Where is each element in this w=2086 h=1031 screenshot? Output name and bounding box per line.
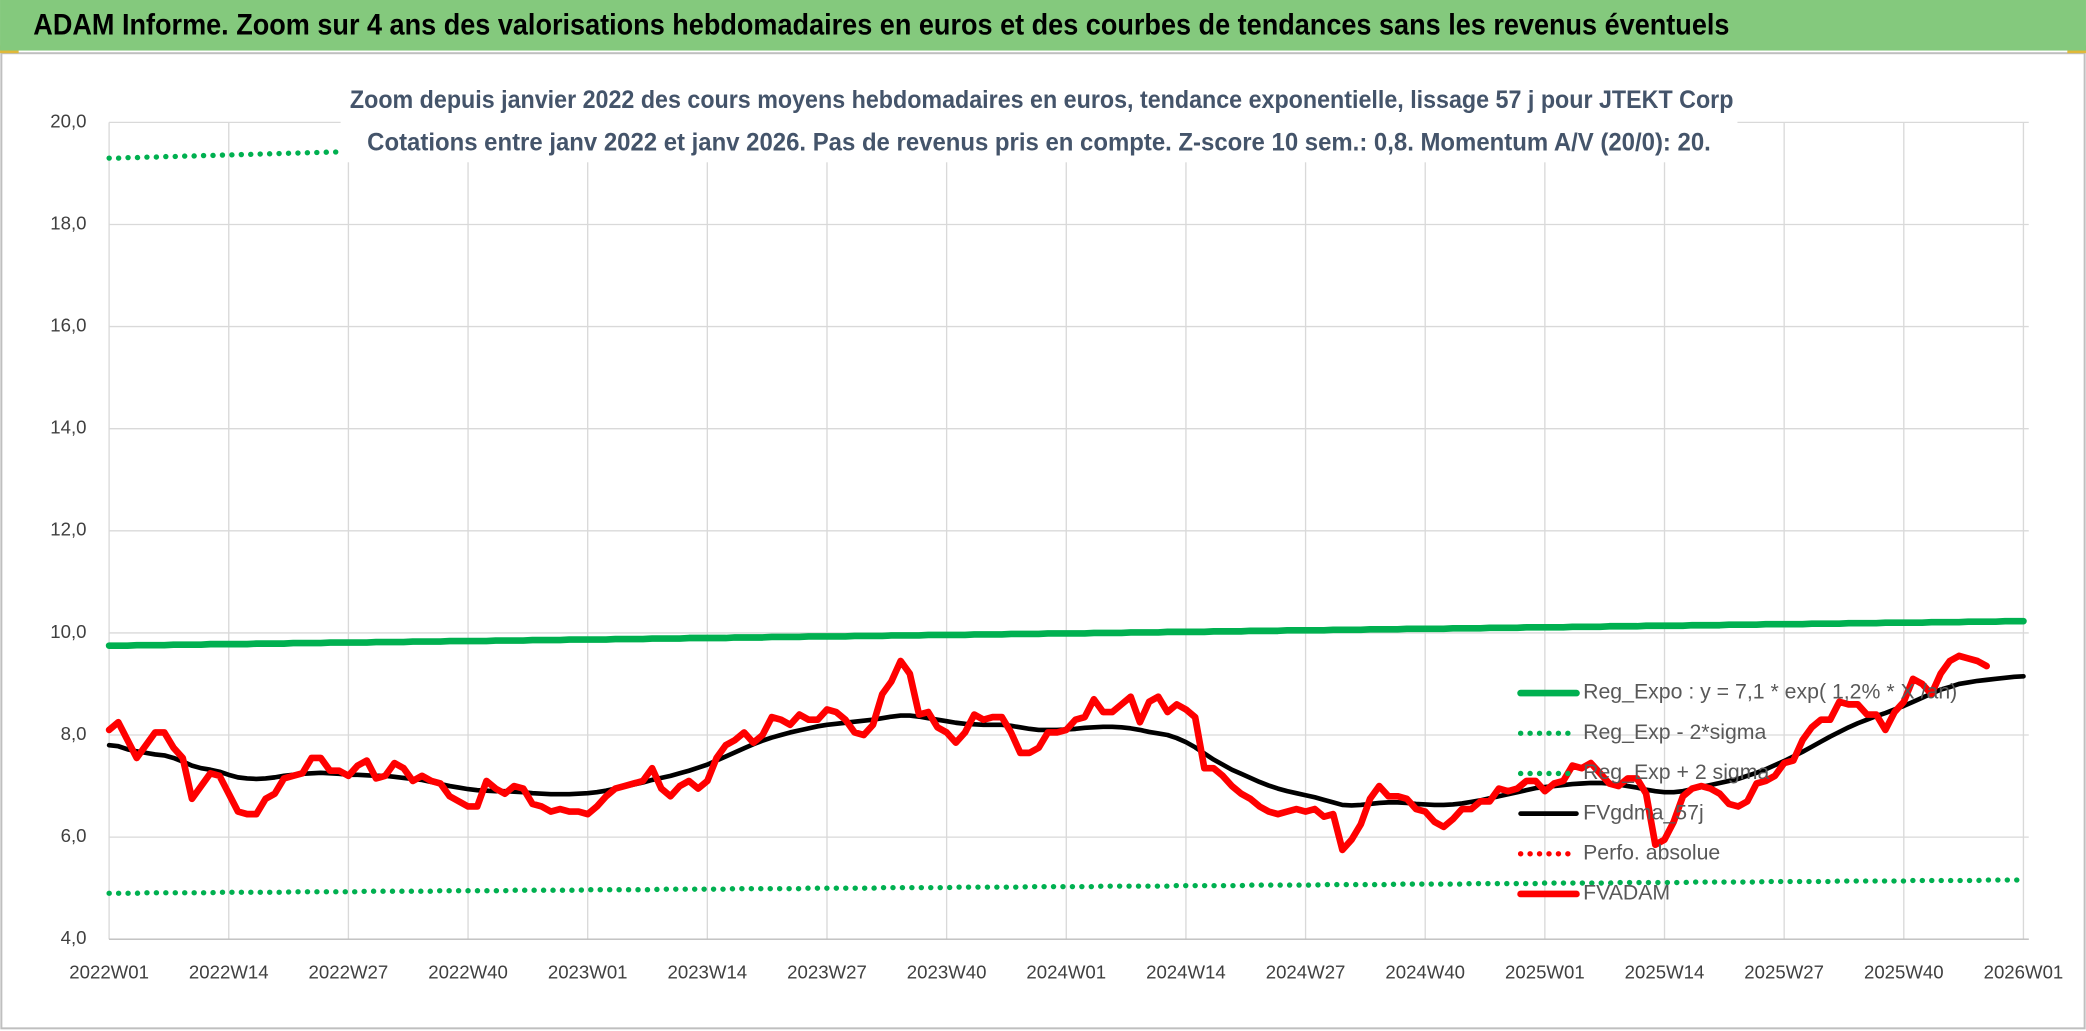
x-tick-label: 2023W01 <box>548 962 628 983</box>
x-tick-label: 2025W27 <box>1744 962 1824 983</box>
y-tick-label: 20,0 <box>50 110 86 131</box>
y-tick-label: 10,0 <box>50 621 86 642</box>
x-tick-label: 2024W01 <box>1026 962 1106 983</box>
x-tick-label: 2023W14 <box>668 962 748 983</box>
y-tick-label: 18,0 <box>50 212 86 233</box>
x-tick-label: 2024W40 <box>1385 962 1465 983</box>
series-line <box>106 877 2027 896</box>
x-tick-label: 2025W14 <box>1625 962 1705 983</box>
y-tick-label: 16,0 <box>50 315 86 336</box>
x-tick-label: 2023W40 <box>907 962 987 983</box>
subtitle-box <box>340 77 1738 163</box>
axes: 4,0 6,0 8,0 10,0 12,0 14,0 16,0 18,0 20,0 2022W01… <box>50 110 2063 982</box>
legend-label: Reg_Expo : y = 7,1 * exp( 1,2% * X /an) <box>1583 680 1957 704</box>
series-line <box>105 617 2027 649</box>
chart-title: ADAM Informe. Zoom sur 4 ans des valoris… <box>33 9 1729 41</box>
legend: Reg_Expo : y = 7,1 * exp( 1,2% * X /an) R… <box>1517 680 1957 905</box>
x-tick-label: 2025W01 <box>1505 962 1585 983</box>
x-tick-label: 2024W14 <box>1146 962 1226 983</box>
legend-label: Perfo. absolue <box>1583 840 1720 864</box>
legend-label: FVgdma_57j <box>1583 800 1704 824</box>
y-tick-label: 14,0 <box>50 417 86 438</box>
x-tick-label: 2023W27 <box>787 962 867 983</box>
subtitle: Zoom depuis janvier 2022 des cours moyen… <box>350 86 1734 114</box>
y-tick-label: 4,0 <box>61 927 87 948</box>
x-tick-label: 2022W14 <box>189 962 269 983</box>
y-tick-label: 6,0 <box>61 825 87 846</box>
x-tick-label: 2025W40 <box>1864 962 1944 983</box>
x-tick-label: 2022W40 <box>428 962 508 983</box>
header-bar <box>0 0 2086 51</box>
legend-label: Reg_Exp + 2 sigma <box>1583 760 1769 784</box>
legend-label: Reg_Exp - 2*sigma <box>1583 720 1766 744</box>
y-tick-label: 8,0 <box>61 723 87 744</box>
x-tick-label: 2022W01 <box>69 962 149 983</box>
x-tick-label: 2026W01 <box>1984 962 2064 983</box>
y-tick-label: 12,0 <box>50 519 86 540</box>
series-line <box>105 652 1990 854</box>
x-tick-label: 2024W27 <box>1266 962 1346 983</box>
chart-frame <box>0 52 2086 1030</box>
legend-label: FVADAM <box>1583 881 1670 905</box>
subtitle: Cotations entre janv 2022 et janv 2026. … <box>367 128 1711 156</box>
x-tick-label: 2022W27 <box>309 962 389 983</box>
